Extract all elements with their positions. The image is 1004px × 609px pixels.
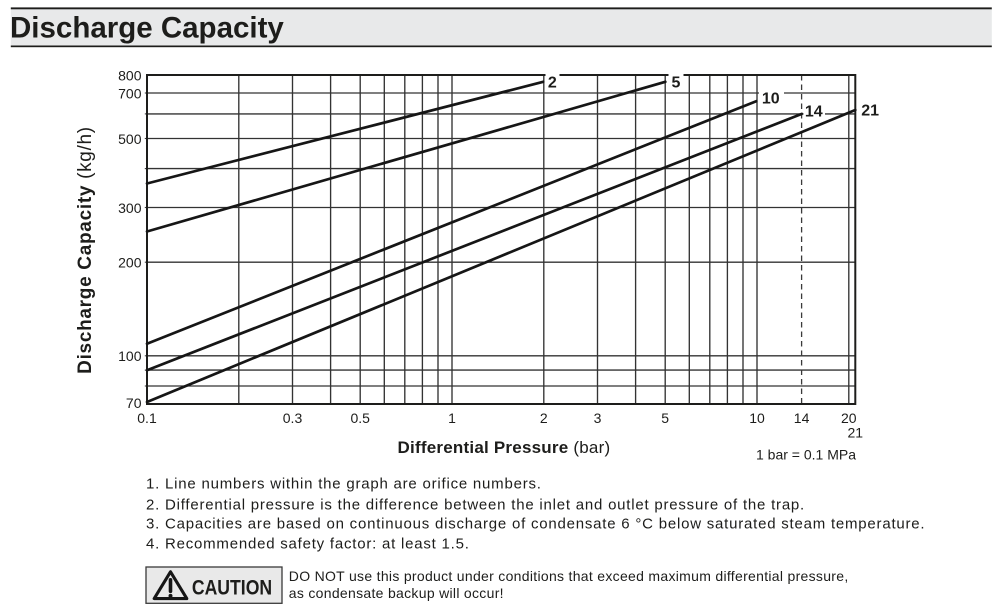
svg-text:CAUTION: CAUTION [192,576,272,600]
svg-text:21: 21 [861,103,879,120]
svg-text:14: 14 [794,410,810,426]
svg-text:Differential Pressure (bar): Differential Pressure (bar) [398,438,611,457]
svg-text:4. Recommended safety factor:: 4. Recommended safety factor: at least 1… [146,535,470,552]
svg-text:as condensate backup will occu: as condensate backup will occur! [289,585,504,601]
svg-text:3. Capacities are based on con: 3. Capacities are based on continuous di… [146,516,925,533]
svg-text:5: 5 [672,74,681,91]
svg-text:1: 1 [448,410,456,426]
svg-text:0.5: 0.5 [350,410,370,426]
svg-text:5: 5 [661,410,669,426]
svg-text:300: 300 [118,200,142,216]
svg-text:2. Differential pressure is th: 2. Differential pressure is the differen… [146,496,805,513]
svg-text:1. Line numbers within the gra: 1. Line numbers within the graph are ori… [146,476,542,493]
svg-text:0.1: 0.1 [137,410,157,426]
svg-text:100: 100 [118,348,142,364]
svg-text:14: 14 [805,104,823,121]
svg-text:Discharge Capacity: Discharge Capacity [10,12,284,45]
svg-text:700: 700 [118,85,142,101]
svg-text:200: 200 [118,255,142,271]
svg-text:0.3: 0.3 [283,410,303,426]
svg-text:1 bar = 0.1 MPa: 1 bar = 0.1 MPa [756,447,856,463]
svg-text:3: 3 [594,410,602,426]
svg-text:Discharge Capacity (kg/h): Discharge Capacity (kg/h) [75,126,96,374]
svg-text:70: 70 [126,395,142,411]
svg-text:10: 10 [749,410,765,426]
svg-text:2: 2 [548,75,557,92]
svg-text:800: 800 [118,67,142,83]
svg-text:10: 10 [762,91,780,108]
svg-text:DO NOT use this product under: DO NOT use this product under conditions… [289,568,849,584]
svg-text:500: 500 [118,131,142,147]
svg-text:20: 20 [841,410,857,426]
svg-text:2: 2 [540,410,548,426]
svg-text:21: 21 [848,425,864,441]
